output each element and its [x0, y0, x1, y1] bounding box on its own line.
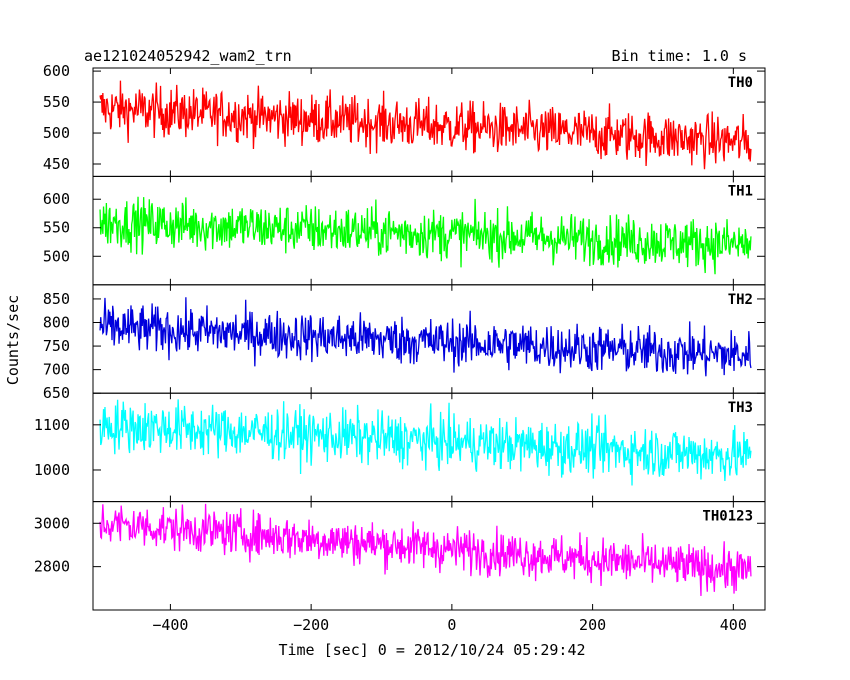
y-tick-label: 600 [43, 62, 70, 80]
series-line-th3 [99, 399, 752, 486]
series-label: TH1 [728, 183, 753, 199]
panel-th0123: 2800 3000 TH0123 [34, 501, 766, 611]
panel-th0: 450 500 550 600 TH0 [43, 62, 766, 177]
x-tick-label: 200 [579, 616, 606, 634]
series-label: TH3 [728, 400, 753, 416]
y-tick-label: 3000 [34, 514, 70, 532]
y-tick-label: 850 [43, 290, 70, 308]
series-line-th2 [99, 297, 752, 377]
series-line-th0123 [99, 503, 752, 596]
series-line-th0 [99, 80, 752, 170]
series-label: TH0 [728, 75, 753, 91]
y-axis-label: Counts/sec [4, 295, 22, 385]
panel-th1: 500 550 600 TH1 [43, 175, 766, 286]
x-tick-label: −400 [152, 616, 188, 634]
y-tick-label: 450 [43, 155, 70, 173]
y-tick-label: 700 [43, 361, 70, 379]
y-tick-label: 550 [43, 219, 70, 237]
y-tick-label: 500 [43, 124, 70, 142]
panel-th2: 650 700 750 800 850 TH2 [43, 284, 766, 402]
y-tick-label: 600 [43, 190, 70, 208]
x-axis-label: Time [sec] 0 = 2012/10/24 05:29:42 [278, 641, 585, 659]
panel-stack: 450 500 550 600 TH0 500 550 600 TH1 650 700 750 800 8… [34, 62, 766, 611]
series-line-th1 [99, 196, 752, 275]
y-tick-label: 800 [43, 314, 70, 332]
y-tick-label: 2800 [34, 558, 70, 576]
y-tick-label: 1000 [34, 461, 70, 479]
series-label: TH0123 [702, 509, 753, 525]
y-tick-label: 550 [43, 93, 70, 111]
y-tick-label: 650 [43, 384, 70, 402]
x-axis: −400 −200 0 200 400 [152, 616, 747, 634]
y-tick-label: 500 [43, 247, 70, 265]
plot-title: ae121024052942_wam2_trn [84, 47, 292, 65]
bin-time-label: Bin time: 1.0 s [612, 47, 747, 65]
x-tick-label: 0 [447, 616, 456, 634]
panel-frame [92, 501, 766, 611]
y-tick-label: 1100 [34, 416, 70, 434]
x-tick-label: −200 [293, 616, 329, 634]
series-label: TH2 [728, 292, 753, 308]
y-tick-label: 750 [43, 337, 70, 355]
panel-th3: 1000 1100 TH3 [34, 392, 766, 503]
x-tick-label: 400 [720, 616, 747, 634]
